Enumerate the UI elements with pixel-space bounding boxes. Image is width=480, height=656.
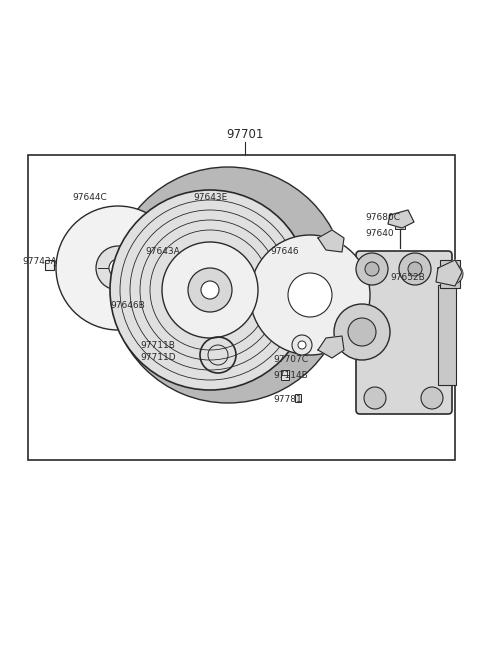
- Circle shape: [96, 246, 140, 290]
- Polygon shape: [388, 210, 414, 228]
- Wedge shape: [110, 167, 346, 403]
- Text: 97707C: 97707C: [273, 356, 308, 365]
- Polygon shape: [318, 336, 344, 358]
- Circle shape: [408, 262, 422, 276]
- Text: 97643E: 97643E: [193, 194, 227, 203]
- Polygon shape: [436, 260, 462, 286]
- Circle shape: [201, 281, 219, 299]
- Circle shape: [250, 235, 370, 355]
- Circle shape: [356, 253, 388, 285]
- Circle shape: [56, 206, 180, 330]
- Bar: [395, 222, 405, 229]
- Text: 97643A: 97643A: [145, 247, 180, 256]
- Text: 97652B: 97652B: [390, 274, 425, 283]
- Bar: [440, 260, 460, 288]
- Text: 97644C: 97644C: [72, 192, 107, 201]
- Text: 97781: 97781: [273, 396, 302, 405]
- Circle shape: [399, 253, 431, 285]
- Circle shape: [110, 190, 310, 390]
- Bar: [28, 155, 455, 460]
- Bar: [281, 370, 289, 380]
- Circle shape: [421, 387, 443, 409]
- Circle shape: [288, 273, 332, 317]
- FancyBboxPatch shape: [356, 251, 452, 414]
- Circle shape: [298, 341, 306, 349]
- Bar: [45, 260, 54, 270]
- Text: 97646: 97646: [270, 247, 299, 256]
- Text: 97701: 97701: [226, 129, 264, 142]
- Circle shape: [109, 259, 127, 277]
- Bar: [295, 394, 301, 402]
- Text: 97640: 97640: [365, 228, 394, 237]
- Circle shape: [364, 387, 386, 409]
- Text: 97711B: 97711B: [140, 340, 175, 350]
- Text: 97743A: 97743A: [22, 258, 57, 266]
- Circle shape: [334, 304, 390, 360]
- Circle shape: [135, 249, 161, 275]
- Polygon shape: [318, 230, 344, 252]
- Circle shape: [365, 262, 379, 276]
- Circle shape: [443, 264, 463, 284]
- Text: 97646B: 97646B: [110, 300, 145, 310]
- Circle shape: [143, 287, 153, 297]
- Circle shape: [188, 268, 232, 312]
- Circle shape: [162, 242, 258, 338]
- Text: 97114B: 97114B: [273, 371, 308, 380]
- Circle shape: [348, 318, 376, 346]
- Text: 97680C: 97680C: [365, 213, 400, 222]
- Bar: [438, 285, 456, 385]
- Circle shape: [292, 335, 312, 355]
- Circle shape: [142, 256, 154, 268]
- Text: 97711D: 97711D: [140, 354, 176, 363]
- Circle shape: [136, 280, 160, 304]
